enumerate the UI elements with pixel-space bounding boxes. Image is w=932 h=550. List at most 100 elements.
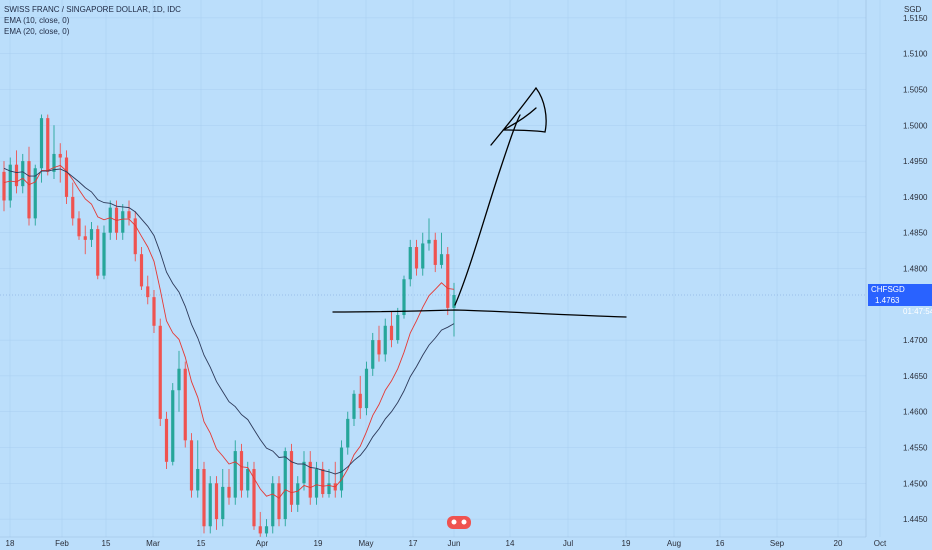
x-tick-label: 16 (716, 539, 725, 548)
candle (77, 211, 81, 240)
candle (96, 225, 100, 280)
chart-legend: SWISS FRANC / SINGAPORE DOLLAR, 1D, IDC … (4, 4, 181, 37)
candle-body (121, 211, 125, 233)
candle-body (52, 153, 56, 172)
candle-body (327, 483, 331, 495)
candle-body (433, 239, 437, 265)
candle (189, 433, 194, 498)
candle (258, 511, 262, 537)
candle-body (271, 483, 275, 527)
candle-body (346, 418, 350, 448)
candle-body (296, 483, 300, 505)
price-tag-price: 1.4763 (875, 296, 900, 305)
candle-body (8, 164, 12, 201)
candle (83, 225, 87, 255)
candle-body (358, 393, 362, 409)
candle (158, 318, 162, 427)
candles (2, 114, 456, 537)
candle (46, 114, 50, 176)
drawing-annotations[interactable] (332, 86, 627, 318)
x-tick-label: Oct (874, 539, 887, 548)
symbol-title: SWISS FRANC / SINGAPORE DOLLAR, 1D, IDC (4, 5, 181, 14)
y-tick-label: 1.4500 (903, 479, 928, 488)
candle-body (408, 247, 412, 280)
y-tick-label: 1.4850 (903, 229, 928, 238)
candle (283, 447, 287, 527)
candle-body (27, 161, 31, 219)
x-tick-label: Mar (146, 539, 160, 548)
candle (196, 440, 200, 498)
candle-body (152, 297, 156, 326)
drawn-up-arrow-stem[interactable] (454, 114, 521, 306)
candle (346, 411, 350, 455)
candle-body (39, 118, 44, 169)
x-tick-label: 19 (622, 539, 631, 548)
x-tick-label: 20 (834, 539, 843, 548)
candle (396, 307, 400, 344)
candle (358, 375, 362, 419)
price-tag-symbol: CHFSGD (871, 285, 905, 294)
candle-body (89, 229, 94, 240)
candle-body (414, 247, 419, 269)
drawn-arrow-head[interactable] (490, 86, 547, 146)
candle-body (233, 451, 237, 498)
candle-body (202, 468, 206, 527)
x-axis: 18 Feb 15 Mar 15 Apr 19 May 17 Jun 14 Jul 19 Aug 16 Sep… (6, 539, 887, 548)
candle-body (177, 368, 181, 391)
candle (352, 390, 356, 427)
candle (21, 153, 25, 194)
candle-body (402, 279, 406, 316)
candle (214, 476, 219, 530)
y-axis-unit: SGD (904, 5, 922, 14)
y-tick-label: 1.5100 (903, 50, 928, 59)
x-tick-label: 18 (6, 539, 15, 548)
candle-body (277, 483, 281, 520)
candle (408, 239, 412, 287)
y-tick-label: 1.4450 (903, 515, 928, 524)
drawn-support-line[interactable] (332, 309, 627, 318)
y-tick-label: 1.5050 (903, 86, 928, 95)
candle (289, 443, 294, 512)
candle-body (221, 486, 225, 520)
candle (364, 361, 369, 416)
candle (164, 411, 169, 469)
candle-body (21, 161, 25, 187)
candle (277, 476, 281, 527)
candle (321, 461, 325, 498)
x-tick-label: Jul (563, 539, 573, 548)
candle (389, 311, 394, 348)
candle (139, 247, 144, 290)
candle-body (439, 254, 444, 265)
candle-body (258, 526, 262, 534)
y-tick-label: 1.4650 (903, 372, 928, 381)
candle (33, 164, 37, 226)
candle-body (289, 451, 294, 505)
candle (427, 218, 431, 251)
candle (177, 350, 181, 412)
candle-body (352, 393, 356, 419)
candle-body (102, 232, 106, 276)
y-tick-label: 1.4900 (903, 193, 928, 202)
candle (64, 150, 69, 205)
candle-body (14, 164, 19, 187)
candle-body (164, 418, 169, 462)
candle (108, 200, 112, 240)
candle-body (139, 254, 144, 287)
candle (239, 443, 244, 498)
x-tick-label: Aug (667, 539, 681, 548)
candle (227, 468, 231, 505)
candle-body (371, 340, 375, 369)
candle (383, 318, 387, 362)
ema20-legend: EMA (20, close, 0) (4, 27, 70, 36)
x-tick-label: Feb (55, 539, 69, 548)
candle (339, 440, 344, 498)
candle-body (2, 171, 6, 201)
candle-body (171, 390, 175, 462)
candle (146, 275, 150, 305)
y-tick-label: 1.4550 (903, 444, 928, 453)
candle (402, 275, 406, 319)
candle (102, 225, 106, 280)
x-tick-label: Jun (448, 539, 461, 548)
y-tick-label: 1.5150 (903, 14, 928, 23)
